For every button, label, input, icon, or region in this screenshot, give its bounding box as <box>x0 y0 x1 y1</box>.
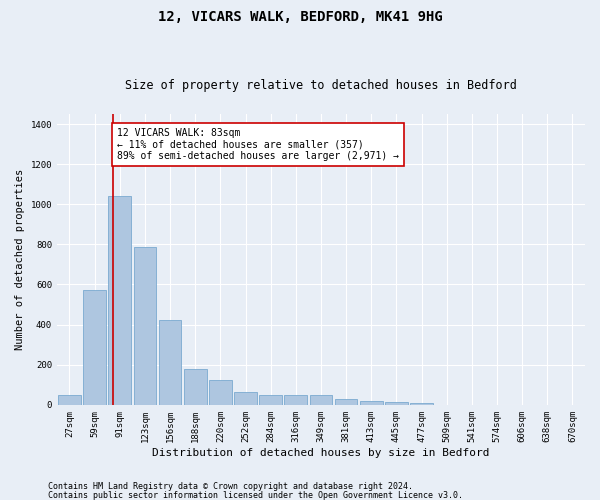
Bar <box>259 395 282 405</box>
Bar <box>310 395 332 405</box>
Y-axis label: Number of detached properties: Number of detached properties <box>15 169 25 350</box>
Bar <box>184 368 206 405</box>
Bar <box>109 196 131 405</box>
Bar <box>234 392 257 405</box>
Text: Contains public sector information licensed under the Open Government Licence v3: Contains public sector information licen… <box>48 490 463 500</box>
Bar <box>284 395 307 405</box>
X-axis label: Distribution of detached houses by size in Bedford: Distribution of detached houses by size … <box>152 448 490 458</box>
Text: 12, VICARS WALK, BEDFORD, MK41 9HG: 12, VICARS WALK, BEDFORD, MK41 9HG <box>158 10 442 24</box>
Text: 12 VICARS WALK: 83sqm
← 11% of detached houses are smaller (357)
89% of semi-det: 12 VICARS WALK: 83sqm ← 11% of detached … <box>117 128 399 161</box>
Bar <box>385 402 408 405</box>
Bar <box>83 290 106 405</box>
Text: Contains HM Land Registry data © Crown copyright and database right 2024.: Contains HM Land Registry data © Crown c… <box>48 482 413 491</box>
Bar <box>209 380 232 405</box>
Title: Size of property relative to detached houses in Bedford: Size of property relative to detached ho… <box>125 79 517 92</box>
Bar <box>159 320 181 405</box>
Bar <box>410 403 433 405</box>
Bar <box>360 401 383 405</box>
Bar <box>335 399 358 405</box>
Bar <box>58 395 81 405</box>
Bar <box>134 248 156 405</box>
